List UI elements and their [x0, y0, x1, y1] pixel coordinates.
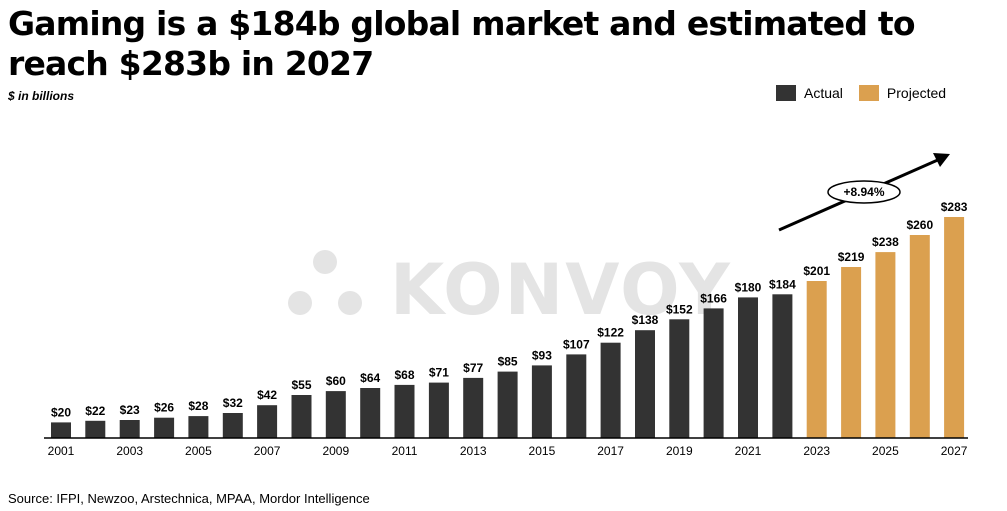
bar-2010 [360, 388, 381, 438]
bar-2011 [394, 384, 415, 438]
data-label-2004: $26 [154, 401, 174, 415]
legend: Actual Projected [776, 85, 962, 101]
data-label-2023: $201 [803, 264, 830, 278]
growth-rate-badge [827, 180, 901, 204]
data-label-2005: $28 [188, 399, 208, 413]
growth-annotation: +8.94% [778, 153, 950, 232]
x-tick-label-2007: 2007 [254, 444, 281, 458]
bar-2015 [531, 365, 552, 438]
bar-2017 [600, 342, 621, 438]
x-tick-label-2027: 2027 [941, 444, 968, 458]
chart-title: Gaming is a $184b global market and esti… [8, 4, 916, 83]
x-tick-label-2023: 2023 [803, 444, 830, 458]
bar-2016 [566, 354, 587, 438]
bar-2027 [944, 217, 965, 438]
legend-item-projected: Projected [858, 85, 947, 101]
growth-rate-label: +8.94% [843, 185, 884, 199]
x-tick-label-2011: 2011 [392, 444, 418, 458]
bar-2004 [154, 417, 175, 438]
data-label-2012: $71 [429, 366, 449, 380]
bar-2003 [119, 420, 140, 438]
data-label-2027: $283 [941, 200, 968, 214]
data-label-2016: $107 [563, 337, 590, 351]
chart-subtitle: $ in billions [8, 89, 75, 103]
watermark-logo-dot-left [288, 291, 312, 315]
bar-2005 [188, 416, 209, 438]
data-label-2011: $68 [394, 368, 414, 382]
data-label-2019: $152 [666, 302, 693, 316]
x-tick-label-2019: 2019 [666, 444, 693, 458]
legend-label-projected: Projected [886, 85, 947, 101]
data-label-2010: $64 [360, 371, 380, 385]
data-label-2022: $184 [769, 277, 796, 291]
bar-2022 [772, 294, 793, 438]
x-tick-label-2009: 2009 [322, 444, 349, 458]
data-label-2007: $42 [257, 388, 277, 402]
x-tick-label-2003: 2003 [116, 444, 143, 458]
bar-2007 [257, 405, 278, 438]
x-tick-label-2001: 2001 [48, 444, 75, 458]
data-label-2001: $20 [51, 405, 71, 419]
watermark-text: KONVOY [390, 249, 732, 331]
bar-2006 [222, 413, 243, 438]
data-label-2021: $180 [735, 280, 762, 294]
bar-2023 [806, 281, 827, 438]
bar-2002 [85, 420, 106, 438]
data-label-2006: $32 [223, 396, 243, 410]
growth-arrow-head [933, 153, 950, 167]
x-tick-label-2021: 2021 [735, 444, 762, 458]
watermark-logo-dot-top [313, 250, 337, 274]
data-label-2014: $85 [498, 355, 518, 369]
legend-label-actual: Actual [804, 85, 843, 101]
data-label-2015: $93 [532, 348, 552, 362]
bar-2026 [909, 235, 930, 438]
bar-2021 [738, 297, 758, 438]
bar-2018 [635, 330, 655, 438]
data-label-2008: $55 [291, 378, 311, 392]
x-tick-label-2005: 2005 [185, 444, 212, 458]
bar-2001 [51, 422, 71, 438]
data-label-2009: $60 [326, 374, 346, 388]
x-tick-label-2015: 2015 [529, 444, 556, 458]
x-tick-label-2013: 2013 [460, 444, 487, 458]
source-note: Source: IFPI, Newzoo, Arstechnica, MPAA,… [8, 491, 370, 506]
watermark-logo-dot-right [338, 291, 362, 315]
legend-swatch-actual [776, 85, 796, 101]
bar-2012 [428, 382, 449, 438]
x-tick-label-2025: 2025 [872, 444, 899, 458]
data-label-2026: $260 [906, 218, 933, 232]
legend-swatch-projected [858, 85, 879, 101]
bar-2024 [841, 267, 862, 438]
data-label-2013: $77 [463, 361, 483, 375]
konvoy-watermark: KONVOY [288, 249, 732, 331]
bar-2025 [875, 252, 896, 438]
bar-2014 [497, 371, 518, 438]
data-label-2018: $138 [632, 313, 659, 327]
bar-2009 [325, 391, 346, 438]
data-label-2017: $122 [597, 326, 624, 340]
data-label-2025: $238 [872, 235, 899, 249]
bar-2013 [463, 377, 484, 438]
bar-2008 [291, 395, 312, 438]
bar-2019 [669, 319, 690, 438]
legend-item-actual: Actual [776, 85, 843, 101]
data-label-2003: $23 [120, 403, 140, 417]
data-label-2002: $22 [85, 404, 105, 418]
x-tick-label-2017: 2017 [597, 444, 624, 458]
data-label-2024: $219 [838, 250, 865, 264]
data-label-2020: $166 [700, 291, 727, 305]
bar-2020 [703, 308, 724, 438]
